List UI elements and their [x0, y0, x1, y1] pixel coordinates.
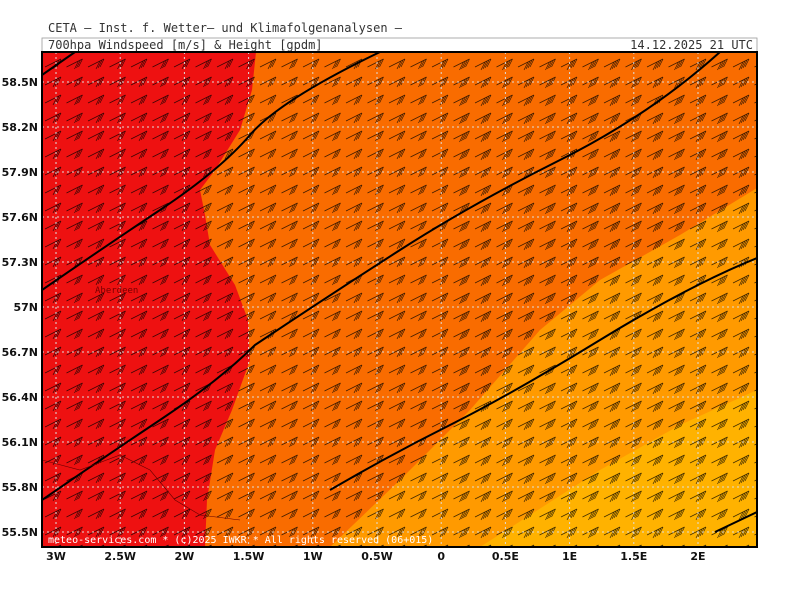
lat-label: 55.8N — [2, 481, 38, 494]
header-title: CETA — Inst. f. Wetter— und Klimafolgena… — [48, 21, 403, 35]
lon-label: 1.5W — [233, 550, 265, 563]
lon-label: 2.5W — [104, 550, 136, 563]
contour — [714, 511, 757, 533]
lon-label: 2E — [690, 550, 705, 563]
place-label: Aberdeen — [95, 286, 138, 296]
wind-barbs — [42, 52, 442, 547]
height-contours — [42, 52, 757, 533]
lat-label: 56.7N — [2, 346, 38, 359]
lon-label: 1.5E — [620, 550, 647, 563]
lat-label: 55.5N — [2, 526, 38, 539]
lat-label: 57.9N — [2, 166, 38, 179]
contour — [42, 52, 721, 501]
lon-label: 1E — [562, 550, 577, 563]
header-datetime: 14.12.2025 21 UTC — [630, 38, 753, 52]
wind-barbs — [442, 52, 757, 547]
lon-label: 2W — [175, 550, 195, 563]
lon-label: 1W — [303, 550, 323, 563]
header-subtitle: 700hpa Windspeed [m/s] & Height [gpdm] — [48, 38, 323, 52]
map-area: Aberdeen meteo-services.com * (c)2025 IW… — [42, 52, 757, 547]
credit: meteo-services.com * (c)2025 IWKR * All … — [48, 535, 433, 546]
lat-label: 58.5N — [2, 76, 38, 89]
lat-label: 57.3N — [2, 256, 38, 269]
lat-label: 56.4N — [2, 391, 38, 404]
map-frame — [41, 51, 758, 548]
axis-labels: 58.5N 58.2N 57.9N 57.6N 57.3N 57N 56.7N 56.4N 56… — [2, 76, 706, 563]
contour — [329, 257, 757, 491]
contour — [42, 52, 76, 76]
lat-label: 57N — [13, 301, 38, 314]
lat-label: 56.1N — [2, 436, 38, 449]
lat-label: 57.6N — [2, 211, 38, 224]
lat-label: 58.2N — [2, 121, 38, 134]
lon-label: 3W — [46, 550, 66, 563]
grid — [42, 52, 757, 547]
lon-label: 0.5E — [492, 550, 519, 563]
coastline — [42, 454, 241, 521]
contour — [42, 52, 381, 291]
lon-label: 0 — [437, 550, 445, 563]
lon-label: 0.5W — [361, 550, 393, 563]
